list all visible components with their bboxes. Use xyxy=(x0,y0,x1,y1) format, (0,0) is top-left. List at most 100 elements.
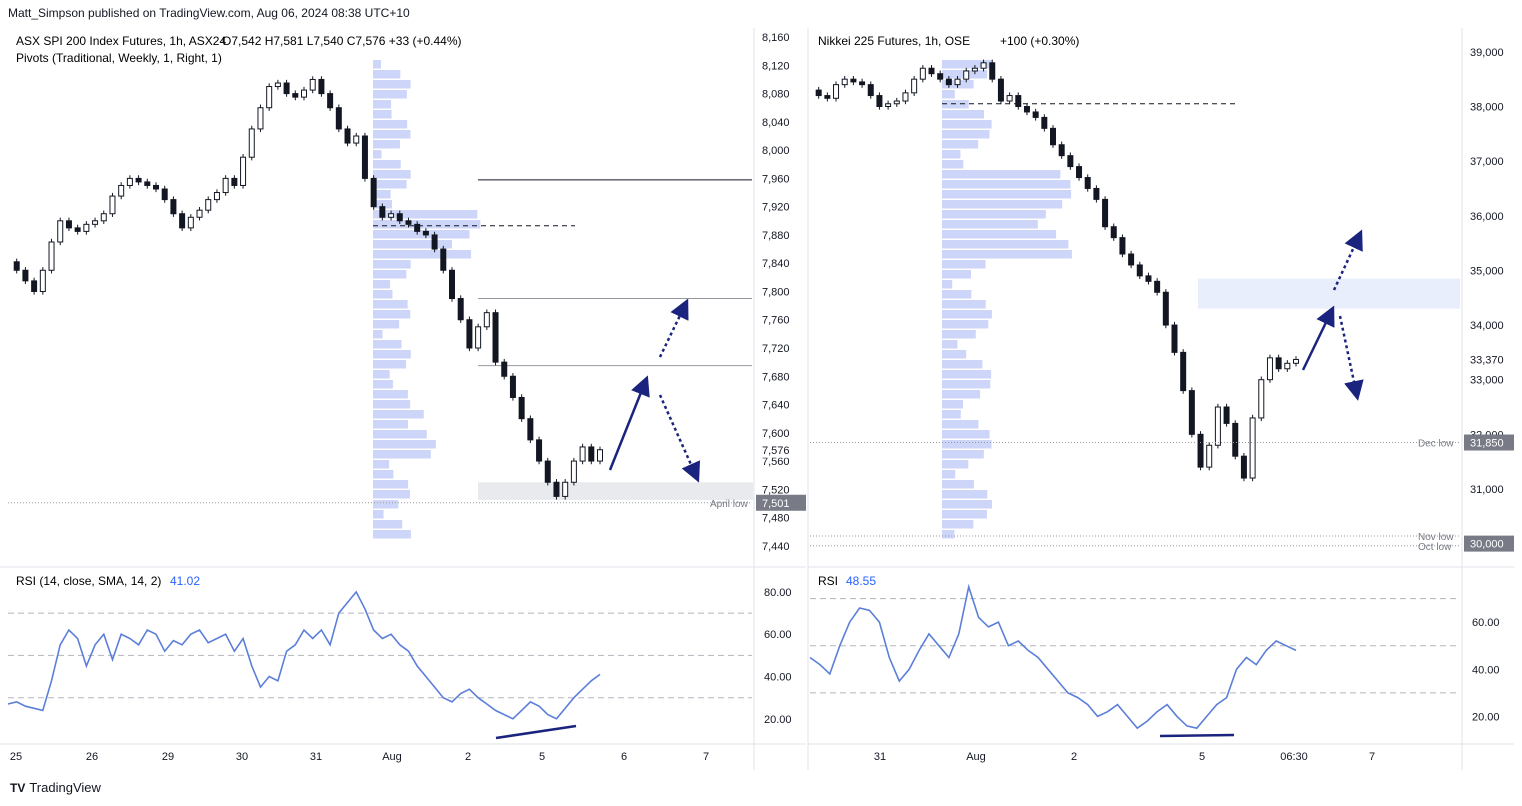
tradingview-logo-icon: TV xyxy=(10,780,26,795)
candle-body xyxy=(283,82,290,95)
price-tick-label: 31,000 xyxy=(1470,484,1504,496)
volume-profile-bar xyxy=(942,390,981,399)
price-tick-label: 7,480 xyxy=(762,513,790,525)
price-tick-label: 7,760 xyxy=(762,315,790,327)
candle-body xyxy=(1102,198,1109,228)
time-tick-label: 31 xyxy=(310,751,322,763)
candle-body xyxy=(553,481,560,497)
volume-profile-bar xyxy=(373,210,478,219)
volume-profile-bar xyxy=(942,320,989,329)
volume-profile-bar xyxy=(373,280,391,289)
candle-body xyxy=(1015,95,1022,107)
volume-profile-bar xyxy=(942,460,969,469)
volume-profile-bar xyxy=(942,200,1063,209)
candle-body xyxy=(153,184,159,190)
candle-body xyxy=(911,78,918,94)
candle-body xyxy=(118,184,125,197)
candle-body xyxy=(997,78,1004,102)
time-tick-label: 6 xyxy=(621,751,627,763)
tradingview-footer[interactable]: TV TradingView xyxy=(10,780,101,795)
price-tick-label: 7,520 xyxy=(762,484,790,496)
volume-profile-bar xyxy=(942,410,961,419)
candle-body xyxy=(527,418,534,441)
volume-profile-bar xyxy=(373,410,424,419)
candle-body xyxy=(492,312,499,363)
left-ohlc-readout: O7,542 H7,581 L7,540 C7,576 +33 (+0.44%) xyxy=(222,34,462,48)
volume-profile-bar xyxy=(373,430,427,439)
candle-body xyxy=(457,298,464,321)
time-tick-label: 30 xyxy=(236,751,248,763)
volume-profile-bar xyxy=(373,120,408,129)
candle-body xyxy=(570,460,577,483)
candle-body xyxy=(179,213,186,229)
volume-profile-bar xyxy=(942,250,1072,259)
price-tick-label: 8,080 xyxy=(762,89,790,101)
candle-body xyxy=(1188,390,1195,435)
candle-body xyxy=(1110,226,1117,239)
candle-body xyxy=(65,220,72,229)
time-tick-label: 25 xyxy=(10,751,22,763)
candle-body xyxy=(1284,362,1291,370)
volume-profile-bar xyxy=(942,240,1069,249)
price-label-text: 7,501 xyxy=(762,498,790,510)
right-price-axis: 39,000 38,000 37,000 36,000 35,000 34,000 33,0… xyxy=(1470,47,1504,551)
dotted-arrow xyxy=(1332,229,1363,291)
left-price-axis: 8,160 8,120 8,080 8,040 8,000 7,960 7,920 7,880… xyxy=(762,32,790,553)
publisher-header: Matt_Simpson published on TradingView.co… xyxy=(8,6,410,20)
candle-body xyxy=(902,92,909,102)
time-tick-label: 7 xyxy=(1369,751,1375,763)
candle-body xyxy=(405,220,412,225)
volume-profile-bar xyxy=(373,270,407,279)
price-tick-label: 34,000 xyxy=(1470,320,1504,332)
candle-body xyxy=(1084,177,1091,189)
volume-profile-bar xyxy=(942,280,953,289)
candle-body xyxy=(876,95,883,107)
volume-profile-bar xyxy=(373,450,431,459)
volume-profile-bar xyxy=(373,440,436,449)
candle-body xyxy=(1197,433,1204,468)
volume-profile-bar xyxy=(942,530,955,539)
candle-body xyxy=(1128,253,1135,266)
candle-body xyxy=(231,177,238,186)
candle-body xyxy=(422,230,429,236)
candle-body xyxy=(833,84,840,99)
candle-body xyxy=(1136,264,1143,277)
volume-profile-bar xyxy=(373,170,411,179)
candle-body xyxy=(1067,155,1074,168)
volume-profile-bar xyxy=(373,320,400,329)
candle-body xyxy=(257,107,264,130)
left-pivot-lines xyxy=(373,179,753,500)
candle-body xyxy=(39,269,46,292)
volume-profile-bar xyxy=(942,400,964,409)
price-tick-label: 7,880 xyxy=(762,230,790,242)
tradingview-brand: TradingView xyxy=(29,780,101,795)
candle-body xyxy=(963,70,970,80)
candle-body xyxy=(370,177,377,208)
volume-profile-bar xyxy=(942,180,1071,189)
volume-profile-bar xyxy=(942,310,992,319)
volume-profile-bar xyxy=(942,110,985,119)
candle-body xyxy=(1249,417,1256,479)
time-tick-label: Aug xyxy=(966,751,986,763)
candle-body xyxy=(841,78,848,86)
solid-arrow xyxy=(1301,305,1335,371)
candle-body xyxy=(74,227,81,232)
rsi-tick-label: 40.00 xyxy=(764,672,792,684)
volume-profile-bar xyxy=(373,110,392,119)
volume-profile-bar xyxy=(942,450,984,459)
right-rsi-title: RSI xyxy=(818,574,838,588)
volume-profile-bar xyxy=(942,210,1046,219)
level-annotation: Nov low xyxy=(1418,532,1454,543)
rsi-line xyxy=(809,583,1297,730)
left-arrows xyxy=(608,298,701,483)
candle-body xyxy=(509,375,516,398)
left-rsi-title: RSI (14, close, SMA, 14, 2) xyxy=(16,574,161,588)
level-annotation: Dec low xyxy=(1418,439,1454,450)
right-chart-title: Nikkei 225 Futures, 1h, OSE xyxy=(818,34,970,48)
candle-body xyxy=(48,241,55,271)
price-tick-label: 7,680 xyxy=(762,371,790,383)
candle-body xyxy=(597,449,603,462)
candle-body xyxy=(361,135,368,179)
volume-profile-bar xyxy=(942,430,990,439)
